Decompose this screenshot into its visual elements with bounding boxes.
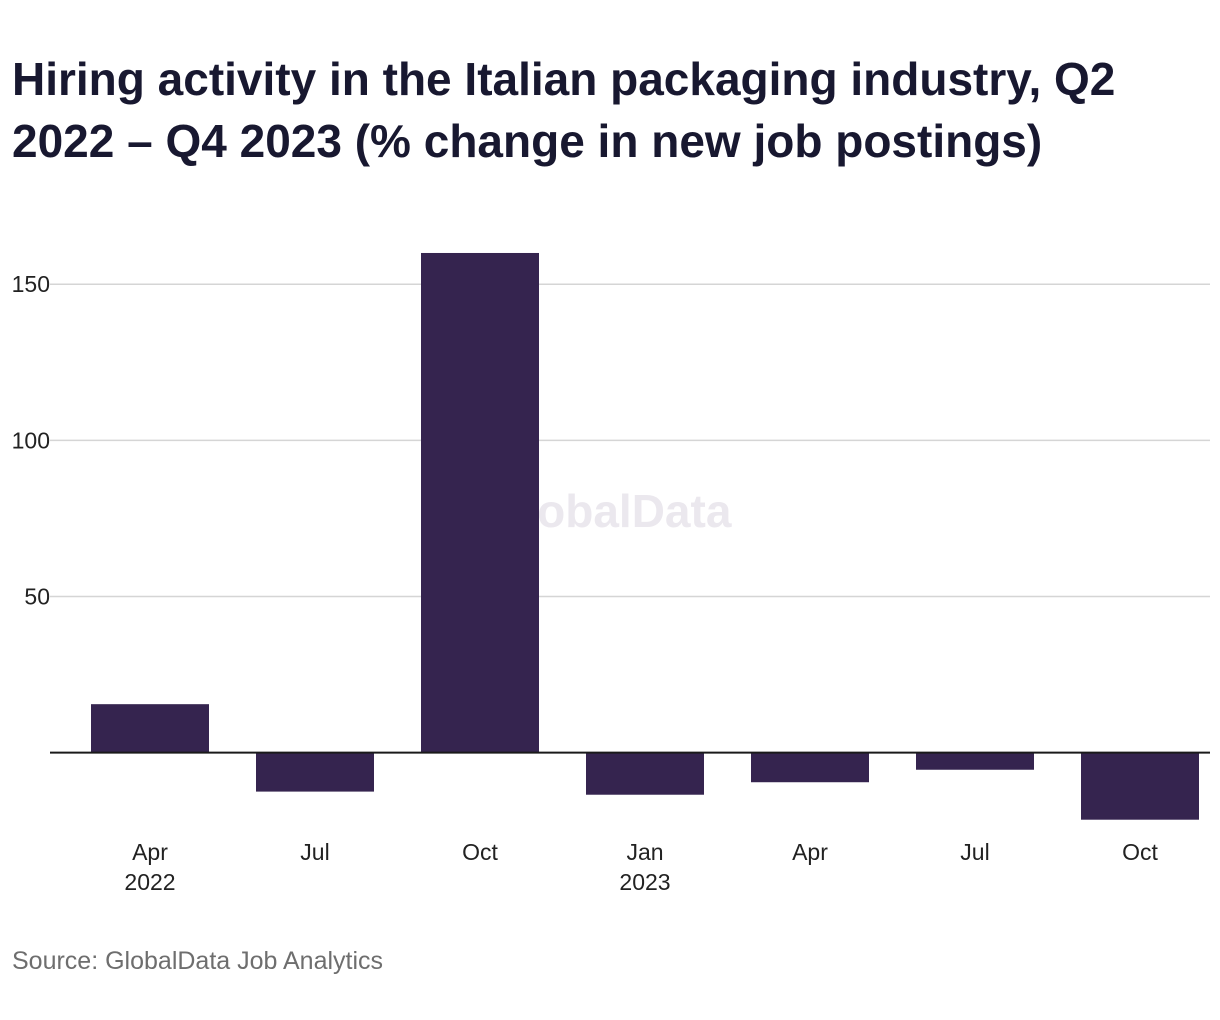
y-tick-label: 100 bbox=[12, 427, 50, 453]
bars bbox=[91, 252, 1199, 820]
x-tick-year-label: 2022 bbox=[124, 869, 175, 895]
bar bbox=[1081, 752, 1199, 820]
x-tick-label: Apr bbox=[132, 839, 168, 865]
x-tick-label: Oct bbox=[1122, 839, 1158, 865]
bar bbox=[421, 252, 539, 753]
y-tick-label: 50 bbox=[24, 583, 50, 609]
x-tick-label: Oct bbox=[462, 839, 498, 865]
x-tick-label: Jul bbox=[960, 839, 989, 865]
bar bbox=[91, 704, 209, 753]
bar bbox=[256, 752, 374, 792]
source-note: Source: GlobalData Job Analytics bbox=[12, 947, 384, 975]
bar bbox=[586, 752, 704, 795]
bar bbox=[751, 752, 869, 783]
bar bbox=[916, 752, 1034, 770]
x-tick-label: Apr bbox=[792, 839, 828, 865]
x-tick-year-label: 2023 bbox=[619, 869, 670, 895]
y-axis-labels: 50 100 150 bbox=[12, 271, 50, 609]
gridlines bbox=[50, 283, 1210, 598]
x-tick-label: Jan bbox=[626, 839, 663, 865]
y-tick-label: 150 bbox=[12, 271, 50, 297]
chart-title: Hiring activity in the Italian packaging… bbox=[12, 53, 1116, 167]
x-tick-label: Jul bbox=[300, 839, 329, 865]
x-axis-labels: Apr 2022 Jul Oct Jan 2023 Apr Jul Oct bbox=[124, 839, 1158, 895]
